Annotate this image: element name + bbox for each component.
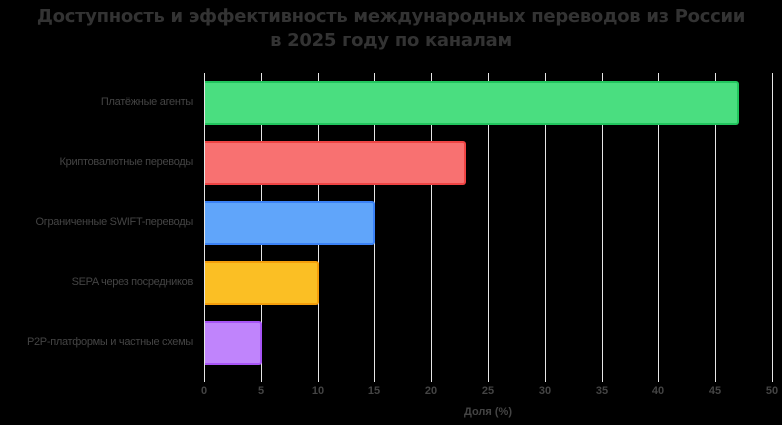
plot-area xyxy=(204,73,773,382)
bar[interactable] xyxy=(205,141,466,185)
y-category-label: Ограниченные SWIFT-переводы xyxy=(35,216,193,228)
x-tick-label: 10 xyxy=(311,385,325,397)
y-category-label: Криптовалютные переводы xyxy=(59,156,194,168)
x-tick-label: 15 xyxy=(367,385,381,397)
chart-title-line1: Доступность и эффективность международны… xyxy=(36,6,746,27)
gridline xyxy=(431,73,432,382)
x-tick-label: 45 xyxy=(708,385,722,397)
gridline xyxy=(658,73,659,382)
x-tick-label: 40 xyxy=(651,385,665,397)
x-axis-title: Доля (%) xyxy=(464,406,512,418)
x-tick-label: 50 xyxy=(765,385,779,397)
gridline xyxy=(772,73,773,382)
bar[interactable] xyxy=(205,81,739,125)
chart-title-line2: в 2025 году по каналам xyxy=(270,30,512,51)
gridline xyxy=(488,73,489,382)
bar[interactable] xyxy=(205,321,262,365)
x-tick-label: 5 xyxy=(257,385,265,397)
x-tick-label: 25 xyxy=(481,385,495,397)
gridline xyxy=(204,73,205,382)
bar[interactable] xyxy=(205,201,375,245)
gridline xyxy=(602,73,603,382)
gridline xyxy=(715,73,716,382)
x-tick-label: 0 xyxy=(200,385,208,397)
bar[interactable] xyxy=(205,261,319,305)
y-category-label: P2P-платформы и частные схемы xyxy=(26,336,193,348)
y-category-label: SEPA через посредников xyxy=(71,276,194,288)
chart-title: Доступность и эффективность международны… xyxy=(0,5,782,53)
gridline xyxy=(545,73,546,382)
x-tick-label: 30 xyxy=(538,385,552,397)
y-category-label: Платёжные агенты xyxy=(100,96,193,108)
x-tick-label: 35 xyxy=(595,385,609,397)
x-tick-label: 20 xyxy=(424,385,438,397)
